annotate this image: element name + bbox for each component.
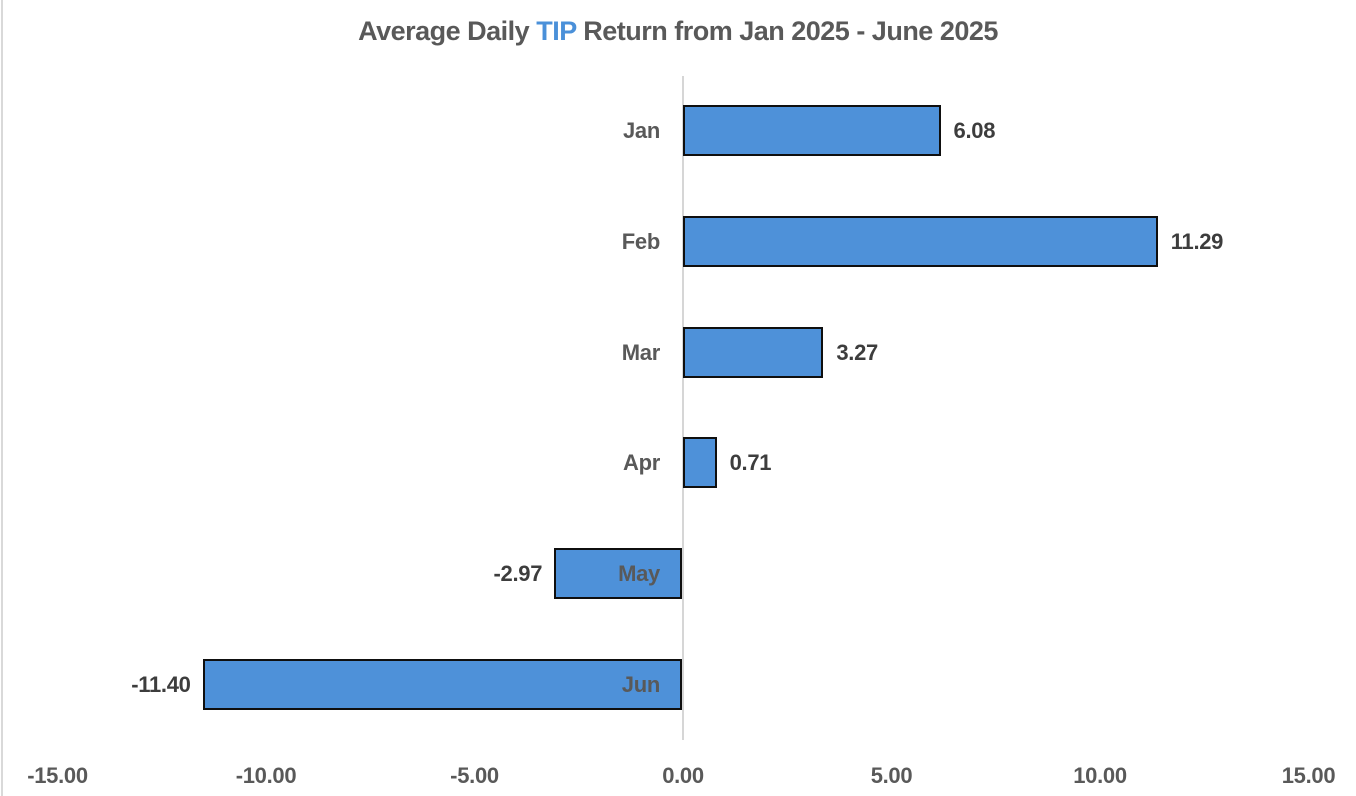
category-label-jun: Jun xyxy=(621,671,661,697)
x-tick--15.00: -15.00 xyxy=(27,763,88,788)
bar-feb xyxy=(683,216,1158,267)
category-label-feb: Feb xyxy=(621,229,661,254)
bar-mar xyxy=(683,326,824,378)
category-label-apr: Apr xyxy=(623,450,660,476)
chart-title-segment: Average Daily xyxy=(358,16,537,46)
category-label-jan: Jan xyxy=(622,118,660,144)
chart-title-segment: Return from Jan 2025 - June 2025 xyxy=(576,16,998,46)
value-label-jan: 6.08 xyxy=(953,118,996,144)
value-label-mar: 3.27 xyxy=(836,339,878,365)
x-tick--5.00: -5.00 xyxy=(450,763,499,788)
category-axis-line xyxy=(682,76,684,740)
x-tick-15.00: 15.00 xyxy=(1281,763,1336,788)
window-left-border xyxy=(1,0,3,796)
bar-may xyxy=(554,548,682,599)
bar-jun xyxy=(202,658,682,710)
category-label-mar: Mar xyxy=(621,339,661,365)
x-tick-0.00: 0.00 xyxy=(662,763,704,788)
bar-apr xyxy=(683,437,717,489)
x-tick-10.00: 10.00 xyxy=(1073,763,1127,788)
value-label-may: -2.97 xyxy=(493,561,543,586)
value-label-apr: 0.71 xyxy=(729,450,772,476)
chart-title-segment: TIP xyxy=(536,16,577,46)
value-label-jun: -11.40 xyxy=(131,671,191,697)
bar-jan xyxy=(683,105,941,157)
chart-title: Average Daily TIP Return from Jan 2025 -… xyxy=(0,16,1356,47)
x-tick-5.00: 5.00 xyxy=(870,763,913,788)
x-tick--10.00: -10.00 xyxy=(235,763,297,788)
category-label-may: May xyxy=(618,561,660,586)
value-label-feb: 11.29 xyxy=(1170,229,1224,254)
